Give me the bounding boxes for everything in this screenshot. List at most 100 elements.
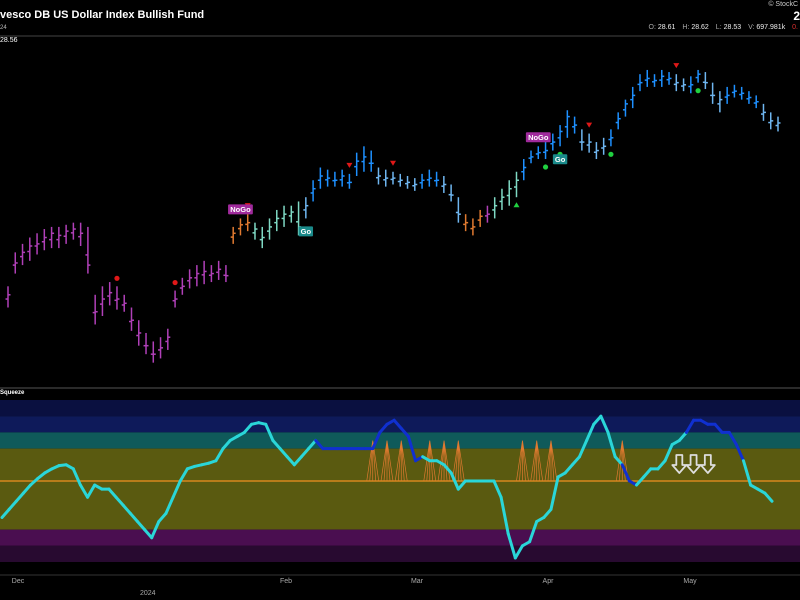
change-value: 0. xyxy=(792,24,798,31)
go-nogo-label-box xyxy=(298,226,314,237)
osc-line-segment xyxy=(157,511,168,523)
osc-line-segment xyxy=(242,422,254,434)
osc-line-segment xyxy=(264,422,275,442)
osc-line-segment xyxy=(78,483,90,499)
signal-dot-marker xyxy=(608,151,614,157)
osc-line-segment xyxy=(314,439,325,451)
x-tick-label: Mar xyxy=(410,578,424,585)
squeeze-spike xyxy=(394,440,408,482)
osc-line-segment xyxy=(271,439,282,451)
osc-line-segment xyxy=(542,507,553,519)
osc-line-segment xyxy=(763,491,774,503)
osc-line-segment xyxy=(727,430,738,447)
osc-line-segment xyxy=(150,520,161,540)
osc-line-segment xyxy=(585,422,596,442)
squeeze-spike xyxy=(516,440,529,482)
osc-line-segment xyxy=(371,430,382,451)
osc-line-segment xyxy=(21,483,33,495)
osc-band-purple xyxy=(0,529,800,546)
last-value-label: 28.56 xyxy=(0,37,18,44)
x-tick-label: Dec xyxy=(11,578,25,585)
squeeze-spike xyxy=(366,440,380,482)
squeeze-spike xyxy=(380,440,394,482)
osc-line-segment xyxy=(107,487,118,499)
x-tick-label: Apr xyxy=(542,578,554,585)
osc-band-deep xyxy=(0,545,800,562)
osc-line-segment xyxy=(164,495,175,515)
go-nogo-label-text: NoGo xyxy=(230,205,251,214)
osc-line-segment xyxy=(563,463,574,475)
volume-label: V: xyxy=(748,24,755,31)
open-value: 28.61 xyxy=(657,24,676,31)
signal-triangle-down-marker xyxy=(586,122,593,128)
squeeze-spike xyxy=(530,440,544,482)
squeeze-spike xyxy=(437,440,451,482)
x-tick-label: May xyxy=(683,578,697,585)
osc-line-segment xyxy=(741,459,753,487)
down-arrow-annotation xyxy=(671,454,688,474)
osc-line-segment xyxy=(14,491,25,503)
osc-line-segment xyxy=(143,528,154,540)
signal-triangle-down-marker xyxy=(390,160,396,166)
signal-triangle-down-marker xyxy=(346,162,353,168)
osc-line-segment xyxy=(7,499,18,511)
osc-band-top xyxy=(0,416,800,433)
osc-band-background xyxy=(0,400,800,417)
osc-line-segment xyxy=(713,422,724,434)
ohlc-readout: O: 28.61 H: 28.62 L: 28.53 V: 697.981k 0… xyxy=(649,24,798,31)
open-label: O: xyxy=(648,24,656,31)
osc-line-segment xyxy=(456,479,467,491)
osc-line-segment xyxy=(606,430,617,459)
osc-line-segment xyxy=(570,455,581,467)
squeeze-panel-label: Squeeze xyxy=(0,390,25,396)
osc-line-segment xyxy=(221,439,232,451)
go-nogo-label-text: NoGo xyxy=(528,133,549,142)
low-value: 28.53 xyxy=(723,24,742,31)
squeeze-spike xyxy=(451,440,465,482)
osc-line-segment xyxy=(656,459,667,471)
osc-line-segment xyxy=(278,447,289,459)
osc-line-segment xyxy=(71,467,82,487)
osc-line-segment xyxy=(578,439,589,459)
volume-value: 697.981k xyxy=(756,24,786,31)
signal-dot-marker xyxy=(542,164,549,170)
signal-dot-marker xyxy=(695,88,701,94)
osc-line-segment xyxy=(734,443,745,463)
signal-dot-marker xyxy=(172,279,178,286)
osc-line-segment xyxy=(392,418,403,430)
osc-line-segment xyxy=(406,434,418,463)
low-label: L: xyxy=(715,24,722,31)
go-nogo-label-text: Go xyxy=(301,227,312,236)
osc-line-segment xyxy=(506,532,517,560)
osc-line-segment xyxy=(513,544,524,560)
osc-line-segment xyxy=(549,475,560,511)
osc-line-segment xyxy=(620,463,631,483)
osc-line-segment xyxy=(36,471,47,481)
osc-line-segment xyxy=(171,479,182,499)
osc-line-segment xyxy=(399,426,410,438)
go-nogo-label-box xyxy=(228,204,253,215)
osc-line-segment xyxy=(128,511,139,523)
osc-line-segment xyxy=(677,430,688,442)
osc-line-segment xyxy=(29,477,40,487)
osc-line-segment xyxy=(135,520,147,532)
osc-line-segment xyxy=(528,520,539,544)
go-nogo-label-box xyxy=(552,154,568,165)
go-nogo-label-text: Go xyxy=(555,155,566,164)
corner-digit: 2 xyxy=(793,9,800,23)
signal-triangle-down-marker xyxy=(673,63,680,69)
osc-line-segment xyxy=(214,447,225,463)
osc-line-segment xyxy=(613,455,624,467)
osc-line-segment xyxy=(378,422,389,434)
osc-line-segment xyxy=(285,455,296,467)
osc-line-segment xyxy=(114,495,125,507)
osc-line-segment xyxy=(684,418,696,434)
year-label: 2024 xyxy=(140,590,156,597)
watermark: © StockC xyxy=(768,1,798,8)
osc-line-segment xyxy=(642,467,653,479)
osc-line-segment xyxy=(442,463,453,475)
osc-line-segment xyxy=(663,443,674,463)
osc-line-segment xyxy=(86,483,97,499)
high-label: H: xyxy=(682,24,690,31)
